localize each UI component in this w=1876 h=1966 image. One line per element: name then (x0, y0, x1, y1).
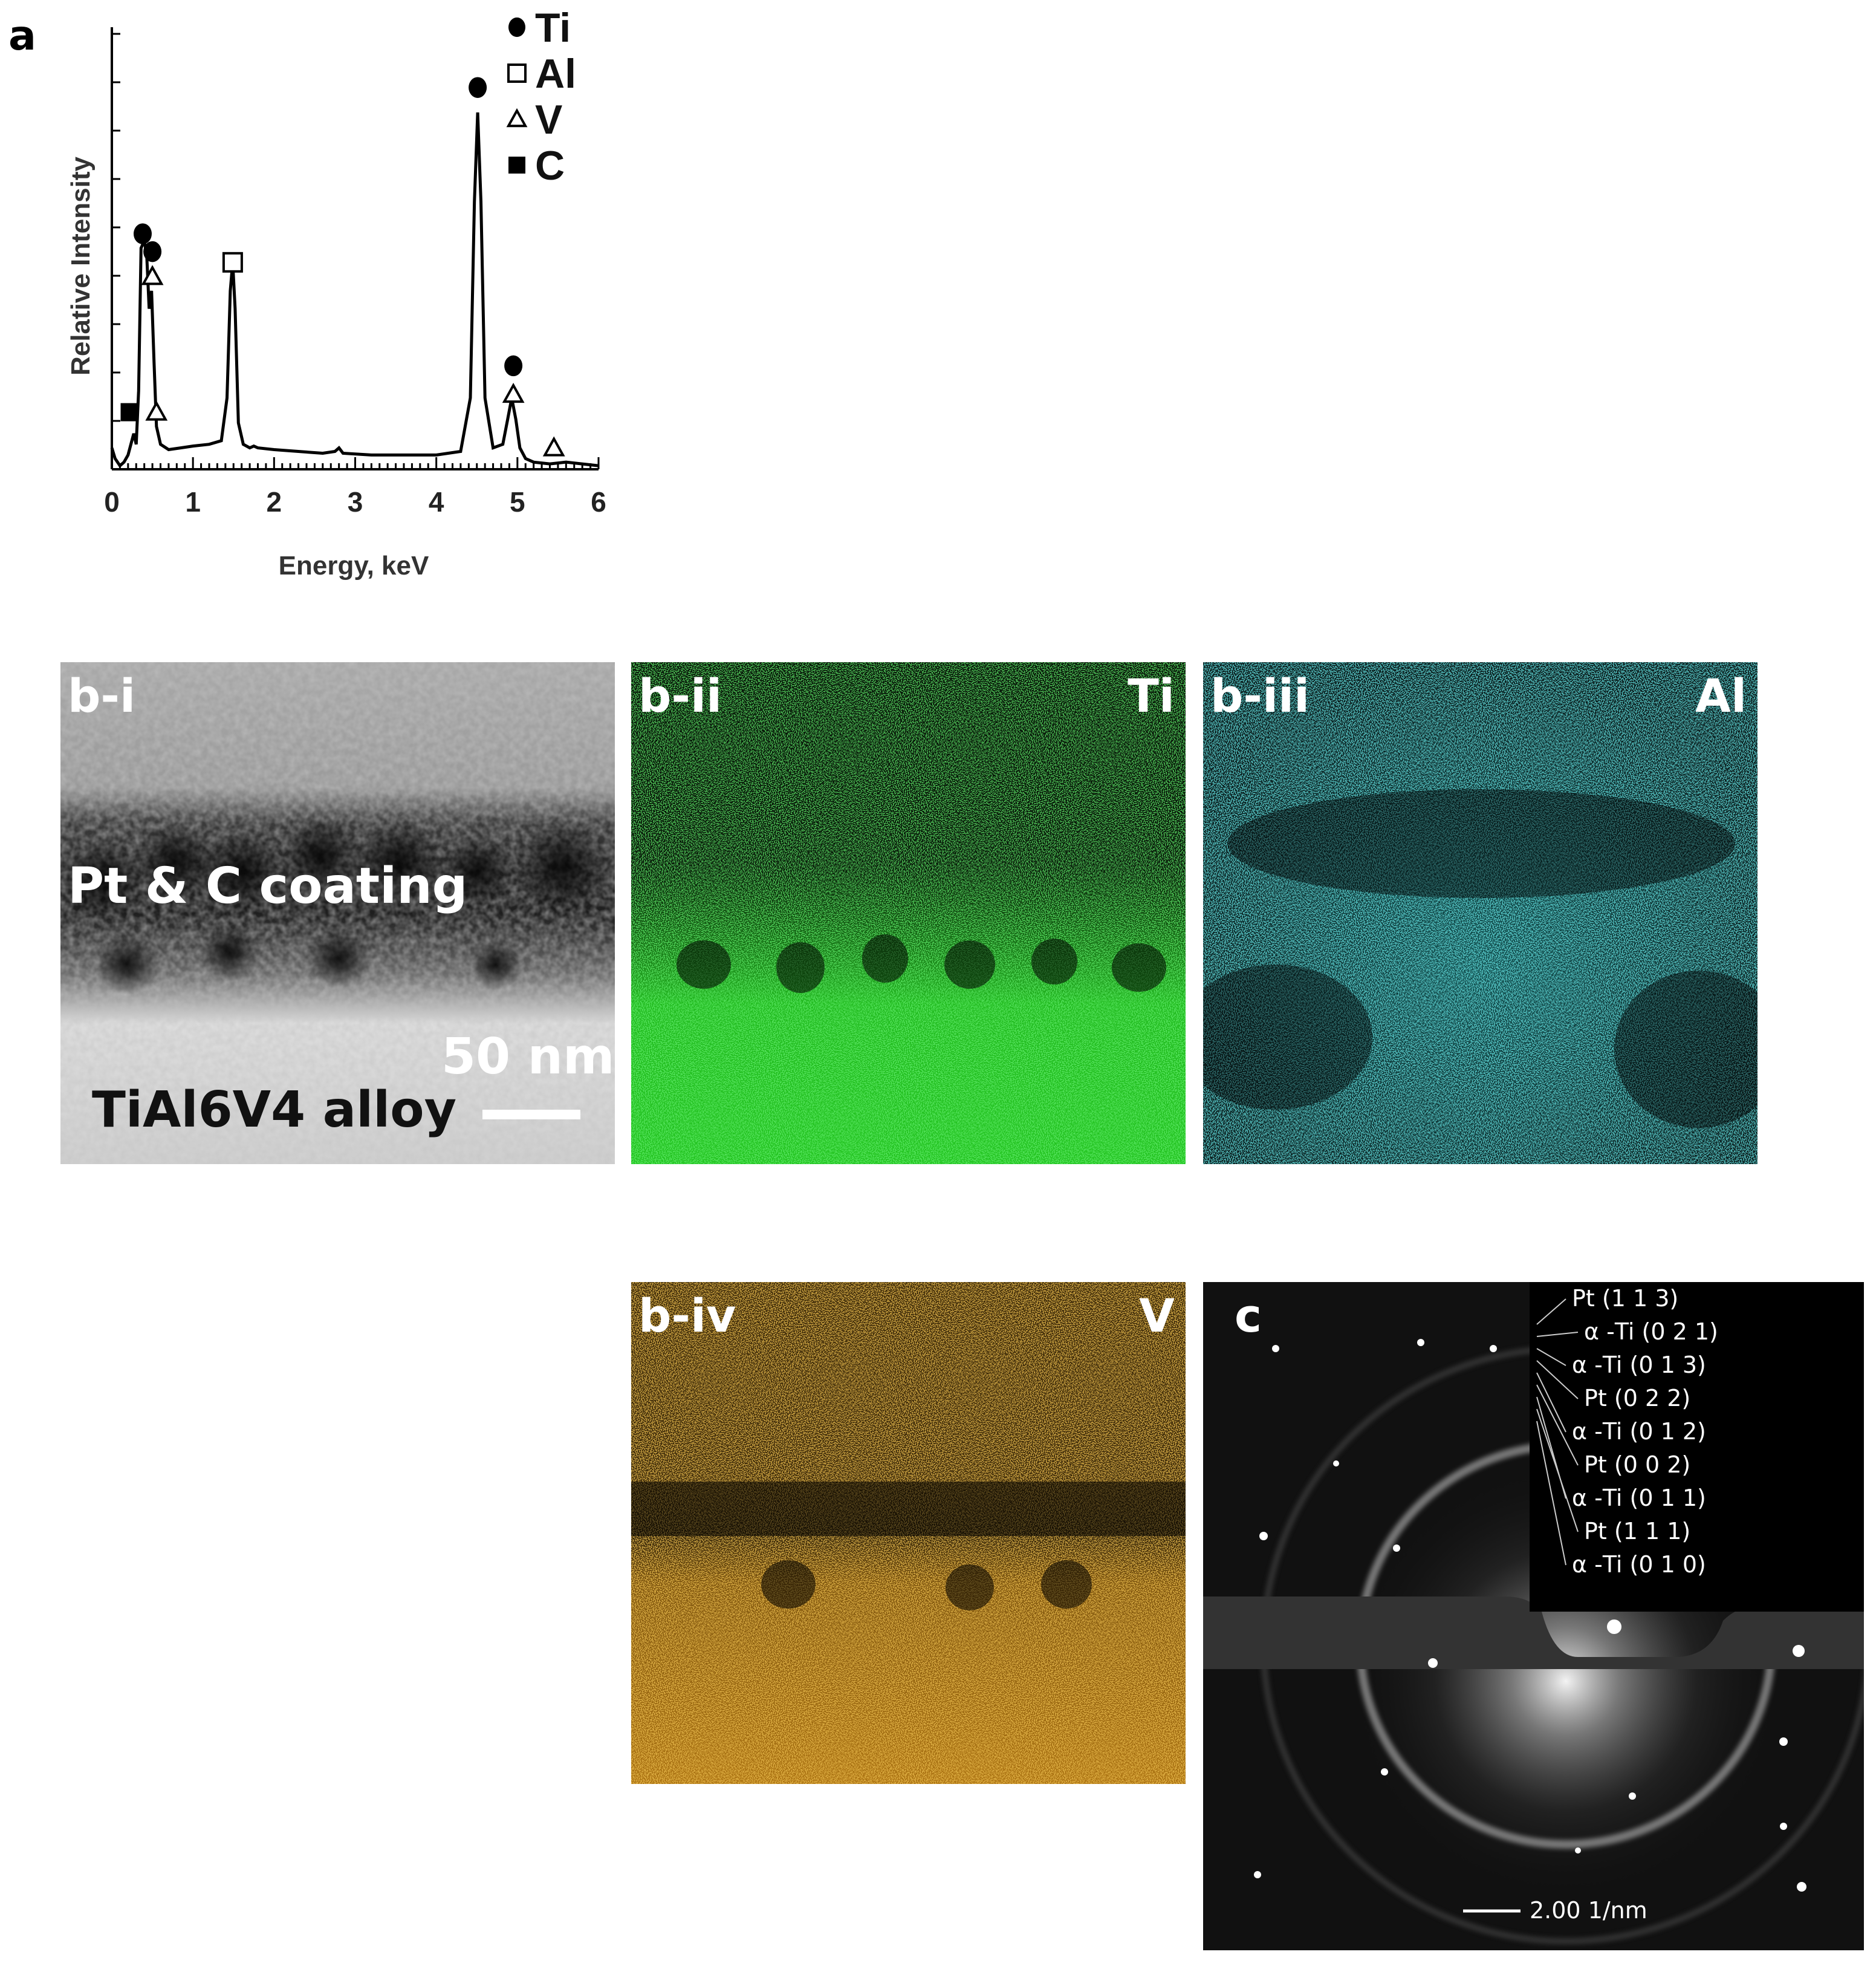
peak-marker-ti (143, 241, 162, 262)
panel-b-i-tem-image: b-i Pt & C coating TiAl6V4 alloy 50 nm (60, 662, 615, 1164)
panel-b-ii-element: Ti (1128, 669, 1175, 723)
x-tick-label: 1 (185, 486, 201, 518)
spectrum-line (110, 112, 599, 468)
al-map-render (1203, 662, 1758, 1164)
tem-image-render (60, 662, 615, 1164)
scale-bar (482, 1110, 580, 1119)
peak-marker-ti (133, 223, 152, 244)
y-axis-title: Relative Intensity (66, 157, 96, 376)
ring-label: α -Ti (0 1 2) (1572, 1418, 1706, 1445)
panel-b-iii-element: Al (1695, 669, 1747, 723)
coating-label: Pt & C coating (68, 858, 468, 915)
diffraction-spots (1254, 1339, 1806, 1892)
legend-label-ti: Ti (535, 5, 571, 51)
legend-marker-ti (508, 17, 525, 37)
peak-marker-c (120, 403, 139, 422)
v-map-render (631, 1282, 1186, 1784)
peak-marker-v (145, 400, 168, 421)
c-scale-bar-label: 2.00 1/nm (1530, 1897, 1647, 1924)
panel-b-iv-element: V (1139, 1289, 1175, 1343)
legend-marker-v (506, 108, 528, 128)
legend-marker-al (507, 63, 527, 83)
ring-label-leader (1536, 1348, 1566, 1366)
x-tick-label: 6 (591, 486, 606, 518)
x-tick-label: 3 (348, 486, 363, 518)
peak-marker-v (502, 382, 525, 403)
x-tick-label: 2 (267, 486, 282, 518)
legend-label-c: C (535, 143, 565, 189)
peak-marker-al (222, 252, 243, 273)
alloy-label: TiAl6V4 alloy (92, 1081, 457, 1139)
ring-label-leader (1536, 1384, 1579, 1466)
chart-axes (111, 27, 599, 470)
ring-label-leader (1536, 1421, 1566, 1566)
peak-marker-ti (504, 355, 523, 377)
panel-b-iii-letter: b-iii (1210, 669, 1310, 723)
panel-b-iv-letter: b-iv (638, 1289, 736, 1343)
legend-marker-c (508, 157, 525, 174)
ring-label: α -Ti (0 1 3) (1572, 1352, 1706, 1378)
peak-marker-v (141, 265, 164, 285)
legend-label-al: Al (535, 51, 576, 97)
x-tick-label: 4 (429, 486, 444, 518)
ring-label: Pt (0 2 2) (1584, 1385, 1690, 1411)
panel-b-iv-v-map: b-iv V (631, 1282, 1186, 1784)
x-tick-label: 0 (104, 486, 120, 518)
panel-b-iii-al-map: b-iii Al (1203, 662, 1758, 1164)
ring-label: α -Ti (0 2 1) (1584, 1318, 1718, 1345)
ring-label: α -Ti (0 1 0) (1572, 1551, 1706, 1578)
peak-markers (120, 77, 565, 457)
ring-label: Pt (1 1 3) (1572, 1285, 1678, 1312)
ti-map-render (631, 662, 1186, 1164)
ring-label-leader (1536, 1372, 1566, 1433)
panel-b-ii-letter: b-ii (638, 669, 722, 723)
ring-labels: Pt (1 1 3) α -Ti (0 2 1) α -Ti (0 1 3) Pt (… (1536, 1285, 1718, 1578)
ring-label: Pt (0 0 2) (1584, 1451, 1690, 1478)
peak-marker-v (542, 436, 565, 457)
ring-label-leader (1536, 1298, 1566, 1325)
ring-label-leader (1536, 1332, 1579, 1337)
x-tick-label: 5 (510, 486, 525, 518)
peak-marker-ti (469, 77, 487, 98)
panel-b-i-letter: b-i (68, 669, 135, 723)
legend-label-v: V (535, 97, 562, 143)
panel-c-letter: c (1235, 1289, 1262, 1343)
scale-bar-label: 50 nm (441, 1028, 615, 1086)
panel-c-diffraction-pattern: Pt (1 1 3) α -Ti (0 2 1) α -Ti (0 1 3) Pt (… (1203, 1282, 1864, 1950)
ring-label: Pt (1 1 1) (1584, 1518, 1690, 1544)
ring-label: α -Ti (0 1 1) (1572, 1485, 1706, 1511)
panel-b-ii-ti-map: b-ii Ti (631, 662, 1186, 1164)
ring-label-leader (1536, 1360, 1579, 1399)
chart-ticks: 0 1 2 3 4 5 6 (104, 33, 606, 518)
ring-label-leader (1536, 1408, 1579, 1532)
panel-a-letter: a (8, 12, 36, 60)
x-axis-title: Energy, keV (279, 551, 429, 581)
diffraction-render: Pt (1 1 3) α -Ti (0 2 1) α -Ti (0 1 3) Pt (… (1203, 1282, 1864, 1950)
